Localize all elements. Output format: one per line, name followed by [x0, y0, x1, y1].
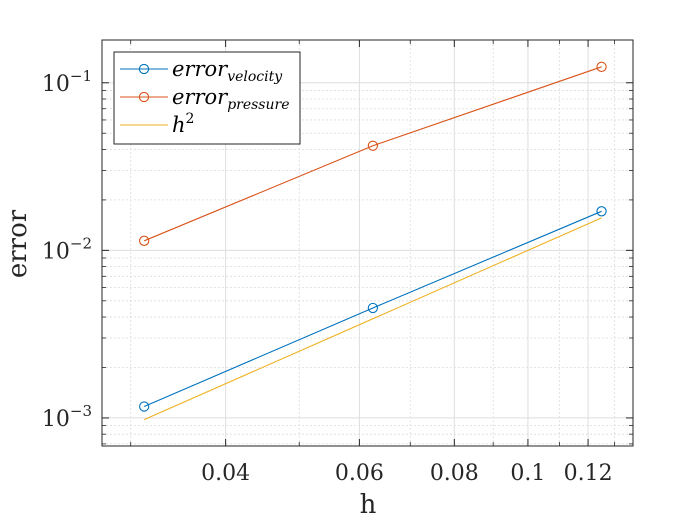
x-axis-label: h — [360, 490, 377, 520]
y-tick-labels: 10−3 10−2 10−1 — [42, 67, 92, 432]
y-tick-label: 10−3 — [42, 402, 92, 432]
legend-box — [113, 51, 301, 145]
legend-entry: errorvelocity — [120, 57, 283, 85]
x-tick-labels: 0.04 0.06 0.08 0.1 0.12 — [201, 461, 612, 486]
legend-entry: errorpressure — [120, 85, 290, 113]
legend-label: errorpressure — [172, 85, 290, 113]
series-line-h-2 — [143, 217, 602, 421]
series-line-error-velocity — [143, 210, 602, 408]
x-tick-label: 0.12 — [564, 461, 613, 486]
legend-label: h2 — [172, 111, 194, 137]
series-line-error-pressure — [143, 66, 602, 242]
x-tick-label: 0.04 — [201, 461, 250, 486]
data-point-error-velocity — [367, 302, 379, 314]
data-point-error-velocity — [139, 401, 150, 412]
series-layer — [139, 61, 607, 421]
x-tick-label: 0.06 — [335, 461, 384, 486]
data-point-error-pressure — [139, 235, 150, 246]
x-tick-label: 0.08 — [430, 461, 479, 486]
data-point-error-pressure — [367, 140, 379, 151]
legend-label: errorvelocity — [172, 57, 283, 85]
legend-marker — [138, 91, 150, 103]
axis-ticks — [102, 40, 633, 446]
axes-frame — [101, 39, 634, 447]
legend-entry: h2 — [120, 111, 194, 137]
legend-marker — [138, 63, 150, 75]
x-tick-label: 0.1 — [510, 461, 545, 486]
y-tick-label: 10−1 — [42, 67, 92, 97]
data-point-error-pressure — [596, 61, 607, 72]
y-axis-label: error — [3, 209, 33, 278]
data-point-error-velocity — [596, 206, 607, 217]
y-tick-label: 10−2 — [42, 234, 92, 264]
